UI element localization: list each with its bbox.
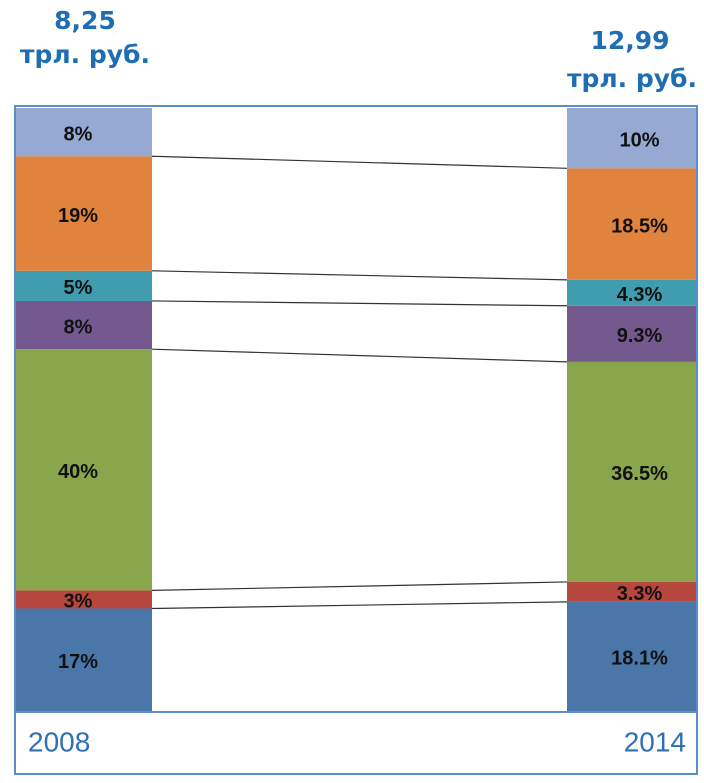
bar-segment xyxy=(567,168,696,280)
value-label: 18.1% xyxy=(611,648,668,670)
total-value: 8,25 xyxy=(54,6,116,35)
value-label: 9.3% xyxy=(617,325,663,347)
value-label: 18.5% xyxy=(611,215,668,237)
bar-segment xyxy=(567,361,696,582)
connector xyxy=(151,348,568,363)
connector xyxy=(151,601,568,610)
bar-segment xyxy=(567,305,696,362)
value-label: 3.3% xyxy=(617,583,663,605)
x-tick-label: 2008 xyxy=(28,726,90,757)
value-label: 4.3% xyxy=(617,284,663,306)
bar-segment xyxy=(567,581,696,602)
value-label: 19% xyxy=(58,205,98,227)
value-label: 40% xyxy=(58,461,98,483)
total-unit: трл. руб. xyxy=(20,40,150,69)
x-tick-label: 2014 xyxy=(624,726,686,757)
total-value: 12,99 xyxy=(590,26,669,55)
bar-segment xyxy=(16,270,152,301)
bar-segment xyxy=(16,608,152,711)
bar-segment xyxy=(567,108,696,169)
bar-segment xyxy=(16,156,152,271)
bar-segment xyxy=(16,300,152,350)
bar-segment xyxy=(16,349,152,591)
total-unit: трл. руб. xyxy=(567,64,697,93)
value-label: 36.5% xyxy=(611,463,668,485)
connector xyxy=(151,155,568,169)
connector xyxy=(151,300,568,307)
bar-segment xyxy=(16,108,152,157)
value-label: 8% xyxy=(64,316,93,338)
value-label: 3% xyxy=(64,591,93,613)
value-label: 17% xyxy=(58,651,98,673)
bar-segment xyxy=(16,590,152,609)
value-label: 10% xyxy=(619,129,659,151)
connector xyxy=(151,581,568,591)
bar-segment xyxy=(567,601,696,711)
bar-segment xyxy=(567,279,696,306)
value-label: 8% xyxy=(64,123,93,145)
value-label: 5% xyxy=(64,277,93,299)
frame xyxy=(14,105,698,775)
connector xyxy=(151,270,568,281)
